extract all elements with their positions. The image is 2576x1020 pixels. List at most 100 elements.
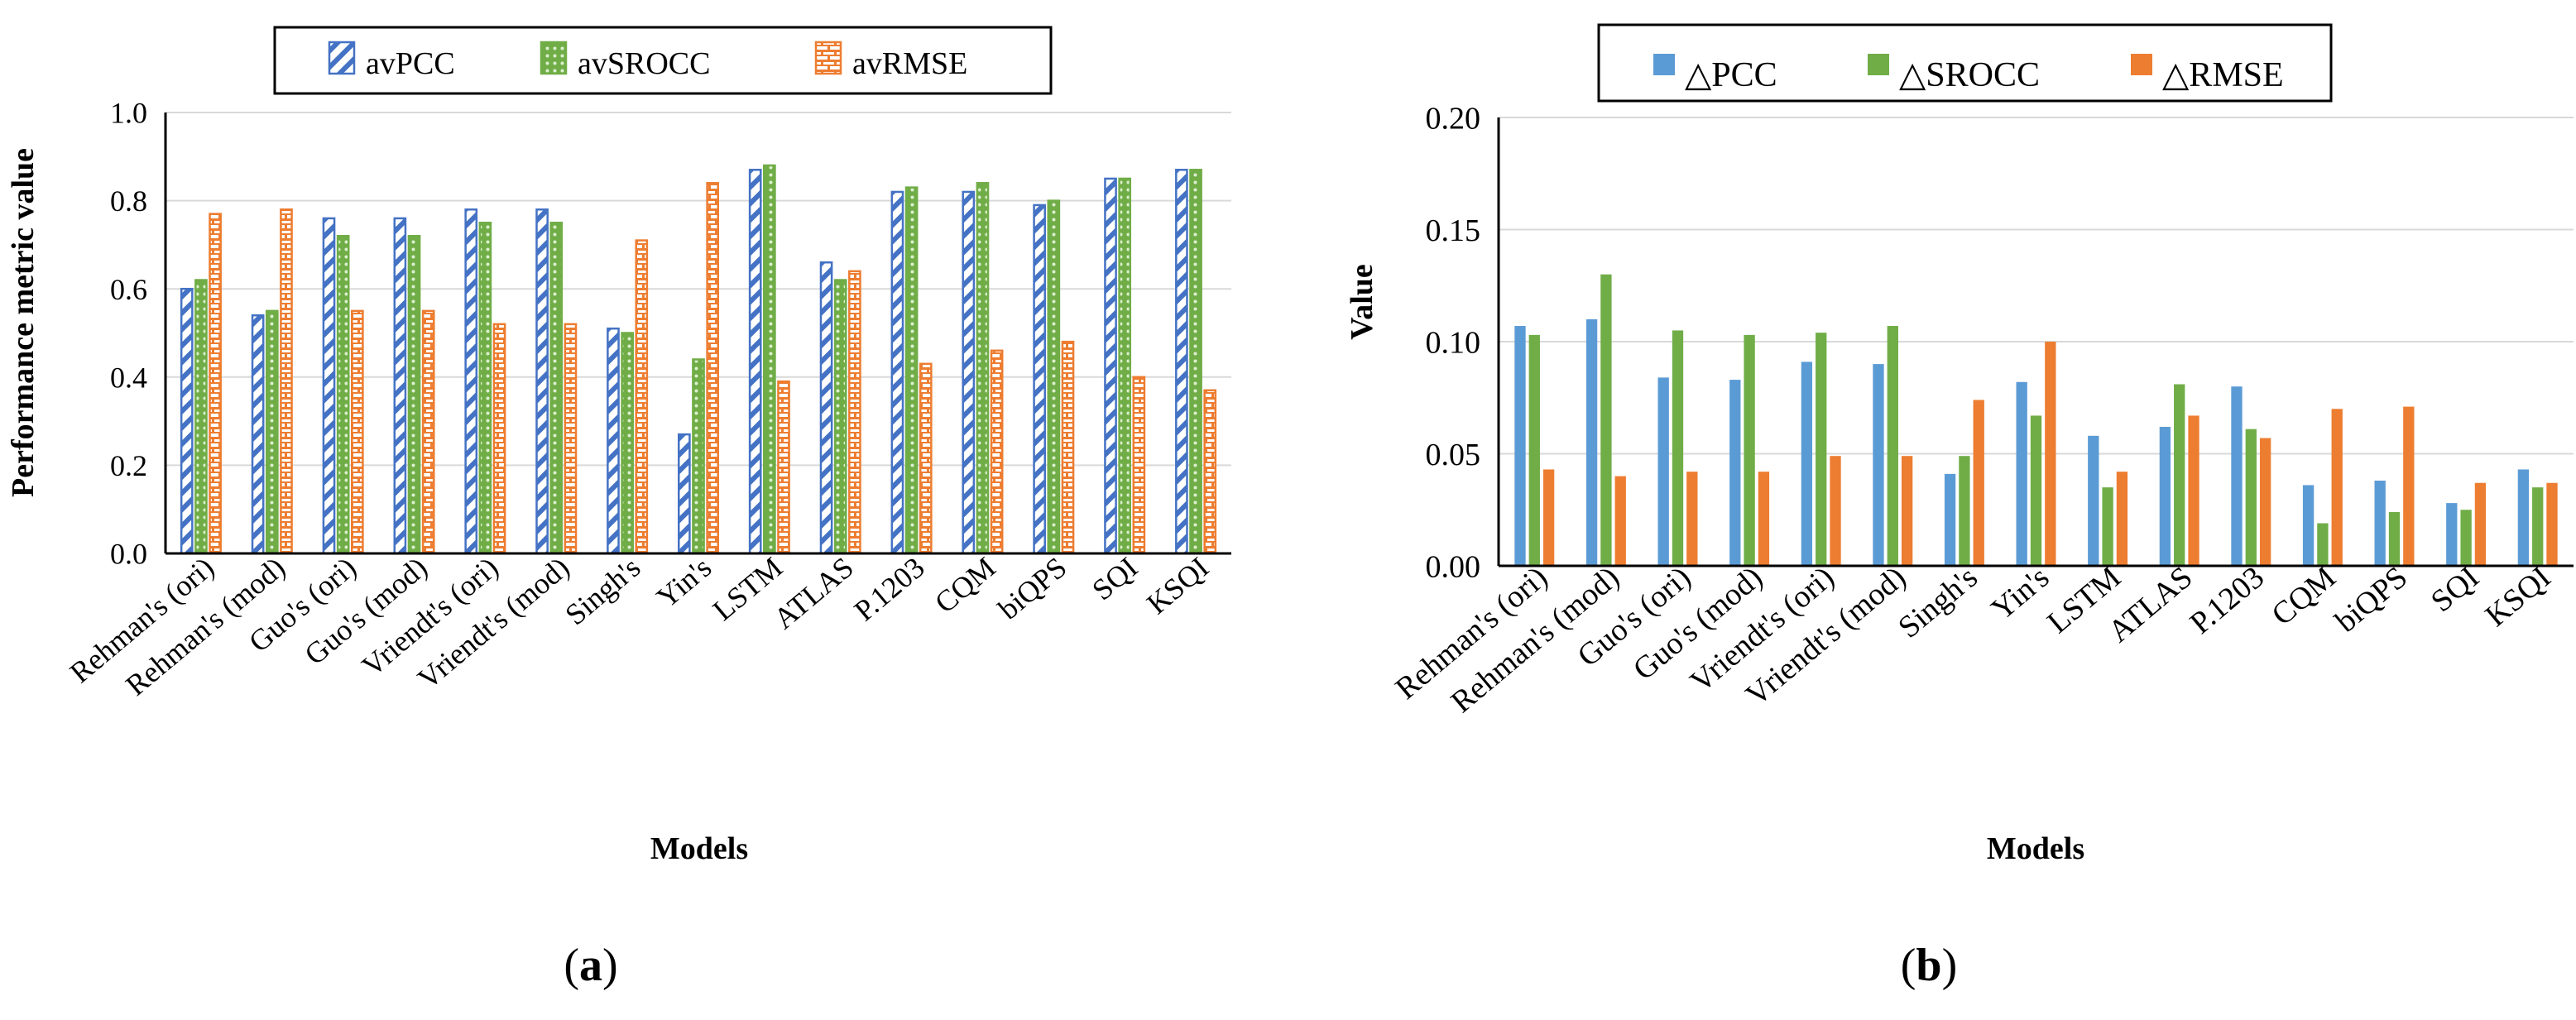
x-tick-label: CQM xyxy=(2265,560,2342,633)
bar-srocc-rehman-s-mod xyxy=(1600,274,1612,566)
bar-srocc-vriendt-s-ori xyxy=(1816,333,1827,566)
bar-pcc-singh-s xyxy=(1944,473,1956,566)
bar-pcc-rehman-s-mod xyxy=(1585,318,1598,566)
bar-avsrocc-lstm xyxy=(763,164,776,555)
chart-a-axes xyxy=(164,113,1231,555)
bar-avrmse-guo-s-ori xyxy=(351,309,364,555)
bar-pcc-p-1203 xyxy=(2231,386,2243,566)
legend-swatch-avsrocc xyxy=(540,41,568,75)
legend-swatch-pcc xyxy=(1653,54,1675,75)
y-tick-label: 0.4 xyxy=(110,361,147,394)
bar-avrmse-p-1203 xyxy=(919,362,933,555)
legend-label-rmse: △RMSE xyxy=(2162,56,2284,94)
bar-pcc-vriendt-s-ori xyxy=(1801,362,1813,566)
legend-label-avrmse: avRMSE xyxy=(852,46,967,81)
chart-b-y-ticks: 0.00 0.05 0.10 0.15 0.20 xyxy=(1426,101,1481,584)
legend-swatch-srocc xyxy=(1868,54,1889,75)
legend-label-avsrocc: avSROCC xyxy=(578,46,710,81)
bar-avsrocc-guo-s-ori xyxy=(336,234,350,555)
bar-avsrocc-guo-s-mod xyxy=(407,234,421,555)
bar-avrmse-atlas xyxy=(848,270,861,555)
bar-avrmse-cqm xyxy=(990,349,1004,555)
bar-srocc-biqps xyxy=(2388,511,2401,566)
x-tick-label: ATLAS xyxy=(767,550,860,635)
bar-srocc-lstm xyxy=(2102,487,2113,566)
bar-srocc-rehman-s-ori xyxy=(1528,334,1540,566)
bar-srocc-vriendt-s-mod xyxy=(1887,326,1898,566)
bar-avsrocc-vriendt-s-ori xyxy=(478,222,492,555)
y-tick-label: 0.0 xyxy=(110,538,147,571)
x-tick-label: CQM xyxy=(928,550,1002,619)
bar-rmse-cqm xyxy=(2331,409,2343,566)
legend-swatch-avrmse xyxy=(814,41,842,75)
bar-avrmse-sqi xyxy=(1132,376,1146,555)
chart-a-x-axis-title: Models xyxy=(650,831,748,866)
bar-pcc-ksqi xyxy=(2517,469,2530,566)
bar-avrmse-rehman-s-ori xyxy=(209,213,222,555)
bar-pcc-guo-s-ori xyxy=(1657,377,1669,566)
bar-avrmse-singh-s xyxy=(635,239,649,555)
bar-rmse-rehman-s-mod xyxy=(1614,476,1626,566)
bar-srocc-guo-s-ori xyxy=(1672,330,1684,566)
legend-swatch-avpcc xyxy=(328,41,356,75)
chart-a-bars xyxy=(180,164,1217,555)
bar-avpcc-vriendt-s-mod xyxy=(535,208,549,555)
y-tick-label: 0.2 xyxy=(110,449,147,482)
bar-pcc-yin-s xyxy=(2016,381,2027,566)
bar-srocc-yin-s xyxy=(2030,415,2042,566)
y-tick-label: 0.05 xyxy=(1426,438,1481,472)
chart-b: 0.00 0.05 0.10 0.15 0.20 Rehman's (ori)Rehma… xyxy=(1345,23,2574,866)
x-tick-label: biQPS xyxy=(992,550,1073,625)
bar-avpcc-vriendt-s-ori xyxy=(464,208,478,555)
chart-a-legend: avPCC avSROCC avRMSE xyxy=(273,26,1053,95)
bar-rmse-vriendt-s-mod xyxy=(1901,456,1913,566)
bar-rmse-yin-s xyxy=(2045,342,2056,566)
bar-rmse-singh-s xyxy=(1973,400,1984,566)
x-tick-label: KSQI xyxy=(2479,560,2558,634)
y-tick-label: 0.10 xyxy=(1426,325,1481,360)
x-tick-label: P.1203 xyxy=(2184,560,2271,641)
bar-pcc-lstm xyxy=(2088,435,2099,566)
bar-rmse-rehman-s-ori xyxy=(1542,469,1555,566)
bar-pcc-sqi xyxy=(2446,503,2458,566)
bar-avpcc-rehman-s-mod xyxy=(251,314,265,555)
chart-b-legend: △PCC △SROCC △RMSE xyxy=(1597,23,2333,103)
legend-swatch-rmse xyxy=(2131,54,2152,75)
bar-avsrocc-singh-s xyxy=(621,332,634,555)
x-tick-label: Singh's xyxy=(559,550,646,631)
bar-avsrocc-biqps xyxy=(1047,199,1061,555)
chart-a-y-axis-title: Performance metric value xyxy=(6,148,41,497)
x-tick-label: Singh's xyxy=(1892,560,1984,645)
chart-b-x-axis-title: Models xyxy=(1987,831,2084,866)
caption-a: (a) xyxy=(564,940,618,991)
bar-avpcc-ksqi xyxy=(1175,169,1188,555)
bar-avrmse-ksqi xyxy=(1203,389,1217,555)
bar-pcc-atlas xyxy=(2159,426,2171,566)
bar-avpcc-guo-s-ori xyxy=(322,217,336,555)
chart-b-x-ticks: Rehman's (ori)Rehman's (mod)Guo's (ori)G… xyxy=(1389,560,2558,720)
bar-pcc-rehman-s-ori xyxy=(1514,326,1526,566)
bar-pcc-vriendt-s-mod xyxy=(1873,364,1884,566)
bar-rmse-biqps xyxy=(2403,406,2415,566)
bar-rmse-ksqi xyxy=(2546,482,2558,566)
bar-srocc-cqm xyxy=(2317,523,2329,566)
bar-avrmse-rehman-s-mod xyxy=(280,208,293,555)
y-tick-label: 0.20 xyxy=(1426,101,1481,136)
x-tick-label: KSQI xyxy=(1140,550,1215,620)
y-tick-label: 0.6 xyxy=(110,273,147,306)
bar-srocc-sqi xyxy=(2460,510,2472,566)
chart-a-y-ticks: 0.0 0.2 0.4 0.6 0.8 1.0 xyxy=(110,97,147,571)
bar-avsrocc-yin-s xyxy=(692,358,705,555)
y-tick-label: 0.00 xyxy=(1426,549,1481,584)
bar-avrmse-vriendt-s-mod xyxy=(564,323,578,555)
bar-srocc-singh-s xyxy=(1959,456,1970,566)
x-tick-label: P.1203 xyxy=(848,550,931,627)
caption-a-letter: a xyxy=(579,940,602,991)
x-tick-label: SQI xyxy=(1086,550,1144,606)
bar-srocc-guo-s-mod xyxy=(1744,334,1755,566)
legend-label-avpcc: avPCC xyxy=(366,46,455,81)
bar-rmse-guo-s-mod xyxy=(1758,472,1770,566)
bar-rmse-sqi xyxy=(2474,482,2487,566)
bar-avpcc-yin-s xyxy=(677,433,691,555)
bar-avpcc-cqm xyxy=(962,190,976,555)
